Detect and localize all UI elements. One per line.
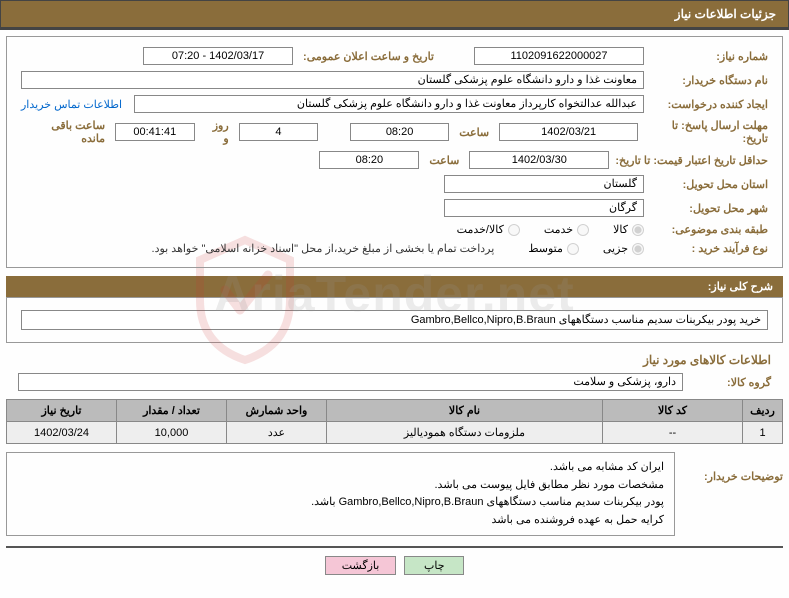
field-overall-desc: خرید پودر بیکربنات سدیم مناسب دستگاههای …: [21, 310, 768, 330]
radio-goods[interactable]: کالا: [613, 223, 644, 236]
table-cell: ملزومات دستگاه همودیالیز: [327, 422, 603, 444]
table-cell: 10,000: [117, 422, 227, 444]
radio-both[interactable]: کالا/خدمت: [457, 223, 520, 236]
label-requester: ایجاد کننده درخواست:: [650, 98, 768, 111]
label-need-no: شماره نیاز:: [650, 50, 768, 63]
label-buy-type: نوع فرآیند خرید :: [650, 242, 768, 255]
field-requester: عبدالله عدالتخواه کارپرداز معاونت غذا و …: [134, 95, 644, 113]
field-time-remain: 00:41:41: [115, 123, 194, 141]
print-button[interactable]: چاپ: [404, 556, 464, 575]
section-overall: شرح کلی نیاز:: [6, 276, 783, 297]
label-time-left: ساعت باقی مانده: [21, 119, 109, 145]
label-time2: ساعت: [425, 154, 463, 167]
field-days-remain: 4: [239, 123, 318, 141]
table-cell: --: [603, 422, 743, 444]
table-header: تاریخ نیاز: [7, 400, 117, 422]
label-validity: حداقل تاریخ اعتبار قیمت: تا تاریخ:: [615, 154, 768, 167]
radio-service[interactable]: خدمت: [544, 223, 589, 236]
label-province: استان محل تحویل:: [650, 178, 768, 191]
field-need-no: 1102091622000027: [474, 47, 644, 65]
field-announce: 1402/03/17 - 07:20: [143, 47, 293, 65]
label-city: شهر محل تحویل:: [650, 202, 768, 215]
table-header: نام کالا: [327, 400, 603, 422]
table-cell: 1: [743, 422, 783, 444]
table-cell: عدد: [227, 422, 327, 444]
label-announce: تاریخ و ساعت اعلان عمومی:: [299, 50, 438, 63]
overall-box: خرید پودر بیکربنات سدیم مناسب دستگاههای …: [6, 297, 783, 343]
table-header: واحد شمارش: [227, 400, 327, 422]
field-city: گرگان: [444, 199, 644, 217]
label-time1: ساعت: [455, 126, 493, 139]
label-category: طبقه بندی موضوعی:: [650, 223, 768, 236]
table-header: تعداد / مقدار: [117, 400, 227, 422]
contact-link[interactable]: اطلاعات تماس خریدار: [21, 98, 128, 111]
main-form: شماره نیاز: 1102091622000027 تاریخ و ساع…: [6, 36, 783, 268]
field-buyer-org: معاونت غذا و دارو دانشگاه علوم پزشکی گلس…: [21, 71, 644, 89]
table-cell: 1402/03/24: [7, 422, 117, 444]
label-deadline: مهلت ارسال پاسخ: تا تاریخ:: [644, 119, 768, 145]
payment-note: پرداخت تمام یا بخشی از مبلغ خرید،از محل …: [152, 242, 503, 255]
table-header: کد کالا: [603, 400, 743, 422]
buyer-notes-box: ایران کد مشابه می باشد.مشخصات مورد نظر م…: [6, 452, 675, 536]
page-header: جزئیات اطلاعات نیاز: [0, 0, 789, 30]
field-province: گلستان: [444, 175, 644, 193]
buytype-radios: جزیی متوسط: [528, 242, 644, 255]
radio-medium[interactable]: متوسط: [528, 242, 579, 255]
category-radios: کالا خدمت کالا/خدمت: [457, 223, 644, 236]
label-days-and: روز و: [201, 119, 233, 145]
back-button[interactable]: بازگشت: [325, 556, 397, 575]
label-buyer-org: نام دستگاه خریدار:: [650, 74, 768, 87]
table-row: 1--ملزومات دستگاه همودیالیزعدد10,0001402…: [7, 422, 783, 444]
table-header: ردیف: [743, 400, 783, 422]
radio-partial[interactable]: جزیی: [603, 242, 644, 255]
field-goods-group: دارو، پزشکی و سلامت: [18, 373, 683, 391]
field-validity-time: 08:20: [319, 151, 419, 169]
goods-info-header: اطلاعات کالاهای مورد نیاز: [18, 353, 771, 367]
goods-table: ردیفکد کالانام کالاواحد شمارشتعداد / مقد…: [6, 399, 783, 444]
label-buyer-notes: توضیحات خریدار:: [683, 452, 783, 483]
field-validity-date: 1402/03/30: [469, 151, 609, 169]
field-deadline-time: 08:20: [350, 123, 449, 141]
field-deadline-date: 1402/03/21: [499, 123, 638, 141]
label-goods-group: گروه کالا:: [691, 376, 771, 389]
